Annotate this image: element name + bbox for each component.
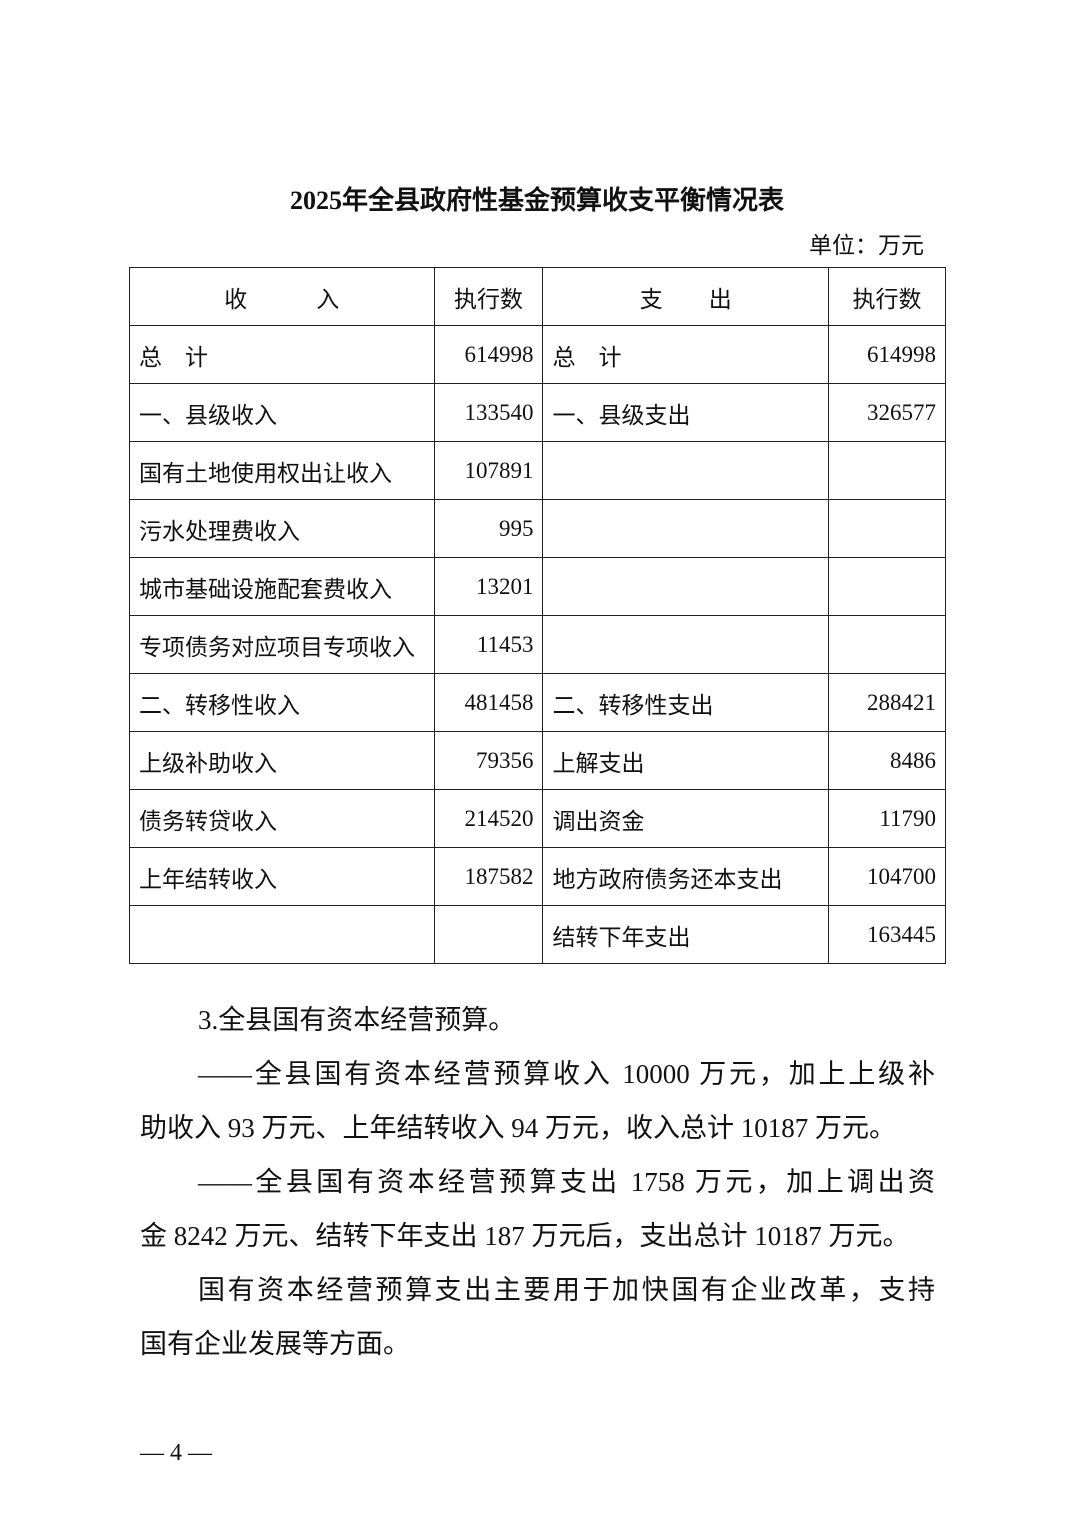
table-row: 专项债务对应项目专项收入 11453 [129, 615, 946, 674]
expense-item: 调出资金 [542, 789, 830, 848]
income-item: 污水处理费收入 [129, 499, 435, 558]
income-item: 专项债务对应项目专项收入 [129, 615, 435, 674]
income-amount: 11453 [433, 615, 544, 674]
body-text: 3.全县国有资本经营预算。 ——全县国有资本经营预算收入 10000 万元，加上… [140, 993, 935, 1371]
expense-item [542, 557, 830, 616]
income-amount: 187582 [433, 847, 544, 906]
expense-item [542, 441, 830, 500]
expense-amount: 326577 [828, 383, 946, 442]
income-amount: 79356 [433, 731, 544, 790]
expense-amount [828, 441, 946, 500]
paragraph-line: 金 8242 万元、结转下年支出 187 万元后，支出总计 10187 万元。 [140, 1221, 910, 1251]
budget-balance-table: 收 入 执行数 支 出 执行数 总 计 614998 总 计 614998 一、县级收入… [129, 267, 946, 964]
expense-item [542, 499, 830, 558]
header-expense-amount: 执行数 [828, 267, 946, 326]
header-income-amount: 执行数 [433, 267, 544, 326]
income-amount: 133540 [433, 383, 544, 442]
expense-amount [828, 499, 946, 558]
expense-item: 结转下年支出 [542, 905, 830, 964]
table-row: 总 计 614998 总 计 614998 [129, 325, 946, 384]
expense-amount: 8486 [828, 731, 946, 790]
income-item: 上级补助收入 [129, 731, 435, 790]
header-income: 收 入 [129, 267, 435, 326]
income-item: 一、县级收入 [129, 383, 435, 442]
expense-item: 地方政府债务还本支出 [542, 847, 830, 906]
income-item: 总 计 [129, 325, 435, 384]
table-row: 二、转移性收入 481458 二、转移性支出 288421 [129, 673, 946, 732]
income-item: 上年结转收入 [129, 847, 435, 906]
income-amount [433, 905, 544, 964]
table-row: 污水处理费收入 995 [129, 499, 946, 558]
table-header-row: 收 入 执行数 支 出 执行数 [129, 267, 946, 326]
table-row: 债务转贷收入 214520 调出资金 11790 [129, 789, 946, 848]
expense-item: 一、县级支出 [542, 383, 830, 442]
income-item: 城市基础设施配套费收入 [129, 557, 435, 616]
table-row: 上年结转收入 187582 地方政府债务还本支出 104700 [129, 847, 946, 906]
income-item: 债务转贷收入 [129, 789, 435, 848]
expense-item: 二、转移性支出 [542, 673, 830, 732]
paragraph-line: 国有资本经营预算支出主要用于加快国有企业改革，支持 [198, 1275, 935, 1305]
income-amount: 481458 [433, 673, 544, 732]
income-item: 国有土地使用权出让收入 [129, 441, 435, 500]
paragraph-line: 助收入 93 万元、上年结转收入 94 万元，收入总计 10187 万元。 [140, 1113, 896, 1143]
paragraph-line: ——全县国有资本经营预算支出 1758 万元，加上调出资 [198, 1167, 935, 1197]
income-item: 二、转移性收入 [129, 673, 435, 732]
income-amount: 13201 [433, 557, 544, 616]
table-row: 一、县级收入 133540 一、县级支出 326577 [129, 383, 946, 442]
income-amount: 214520 [433, 789, 544, 848]
expense-amount: 163445 [828, 905, 946, 964]
table-row: 上级补助收入 79356 上解支出 8486 [129, 731, 946, 790]
expense-item: 总 计 [542, 325, 830, 384]
table-row: 城市基础设施配套费收入 13201 [129, 557, 946, 616]
page-number: — 4 — [140, 1440, 212, 1466]
income-item [129, 905, 435, 964]
income-amount: 107891 [433, 441, 544, 500]
paragraph-line: ——全县国有资本经营预算收入 10000 万元，加上上级补 [198, 1059, 935, 1089]
table-row: 结转下年支出 163445 [129, 905, 946, 964]
income-amount: 614998 [433, 325, 544, 384]
table-title: 2025年全县政府性基金预算收支平衡情况表 [289, 186, 784, 215]
expense-item: 上解支出 [542, 731, 830, 790]
expense-amount: 288421 [828, 673, 946, 732]
income-amount: 995 [433, 499, 544, 558]
unit-label: 单位：万元 [809, 233, 924, 258]
expense-amount: 11790 [828, 789, 946, 848]
expense-amount [828, 615, 946, 674]
expense-amount: 104700 [828, 847, 946, 906]
header-expense: 支 出 [542, 267, 830, 326]
expense-item [542, 615, 830, 674]
expense-amount [828, 557, 946, 616]
section-heading: 3.全县国有资本经营预算。 [198, 1005, 516, 1035]
expense-amount: 614998 [828, 325, 946, 384]
table-row: 国有土地使用权出让收入 107891 [129, 441, 946, 500]
paragraph-line: 国有企业发展等方面。 [140, 1329, 410, 1359]
